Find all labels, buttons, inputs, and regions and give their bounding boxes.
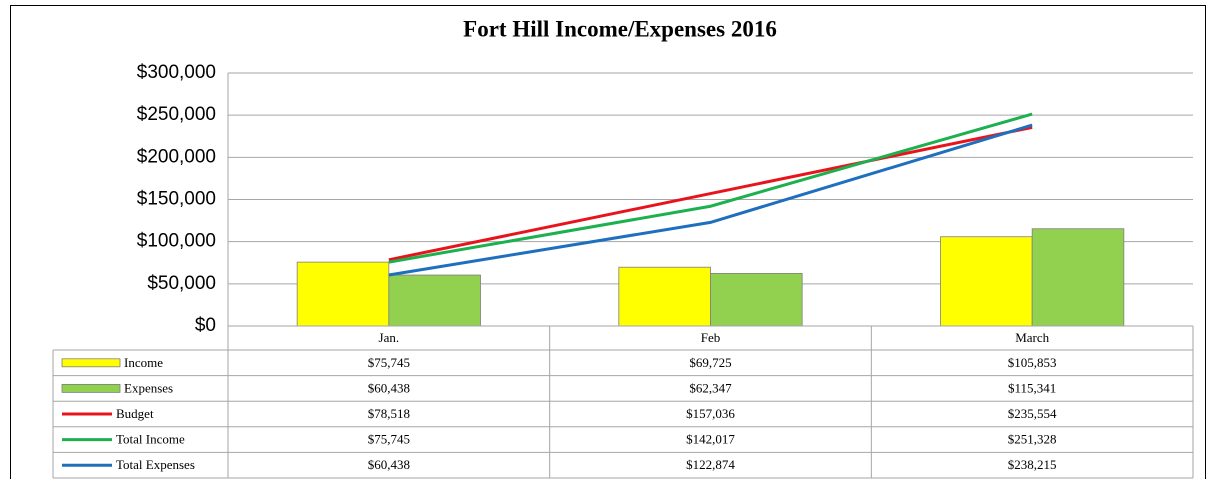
legend-label: Total Income [116,432,185,447]
table-value: $75,745 [368,355,410,370]
y-tick-label: $100,000 [137,231,216,252]
table-value: $238,215 [1008,457,1057,472]
y-tick-label: $300,000 [137,62,216,83]
line [388,125,1033,262]
bar [296,261,390,327]
line [388,112,1033,264]
y-tick-label: $0 [195,315,216,336]
legend-key [61,383,121,393]
bar [618,266,711,327]
bar [388,274,481,327]
table-value: $122,874 [686,457,735,472]
legend-label: Budget [116,406,154,421]
x-tick-label: Feb [701,330,721,345]
table-value: $60,438 [368,457,410,472]
table-value: $235,554 [1008,406,1057,421]
x-tick-label: Jan. [379,330,400,345]
y-tick-label: $50,000 [147,273,216,294]
bar [940,236,1033,327]
legend-key [61,358,121,368]
line [388,123,1033,277]
legend-label: Income [124,355,163,370]
table-value: $78,518 [368,406,410,421]
table-value: $105,853 [1008,355,1057,370]
table-value: $75,745 [368,432,410,447]
bar [1031,228,1125,327]
table-value: $142,017 [686,432,735,447]
chart-title: Fort Hill Income/Expenses 2016 [463,16,777,41]
legend-label: Expenses [124,380,173,395]
table-value: $157,036 [686,406,735,421]
bar [710,273,803,327]
table-value: $69,725 [689,355,731,370]
y-tick-label: $200,000 [137,146,216,167]
y-tick-label: $250,000 [137,104,216,125]
table-value: $62,347 [689,380,732,395]
table-value: $60,438 [368,380,410,395]
table-value: $115,341 [1008,380,1056,395]
table-value: $251,328 [1008,432,1057,447]
x-tick-label: March [1015,330,1049,345]
y-tick-label: $150,000 [137,189,216,210]
legend-label: Total Expenses [116,457,195,472]
